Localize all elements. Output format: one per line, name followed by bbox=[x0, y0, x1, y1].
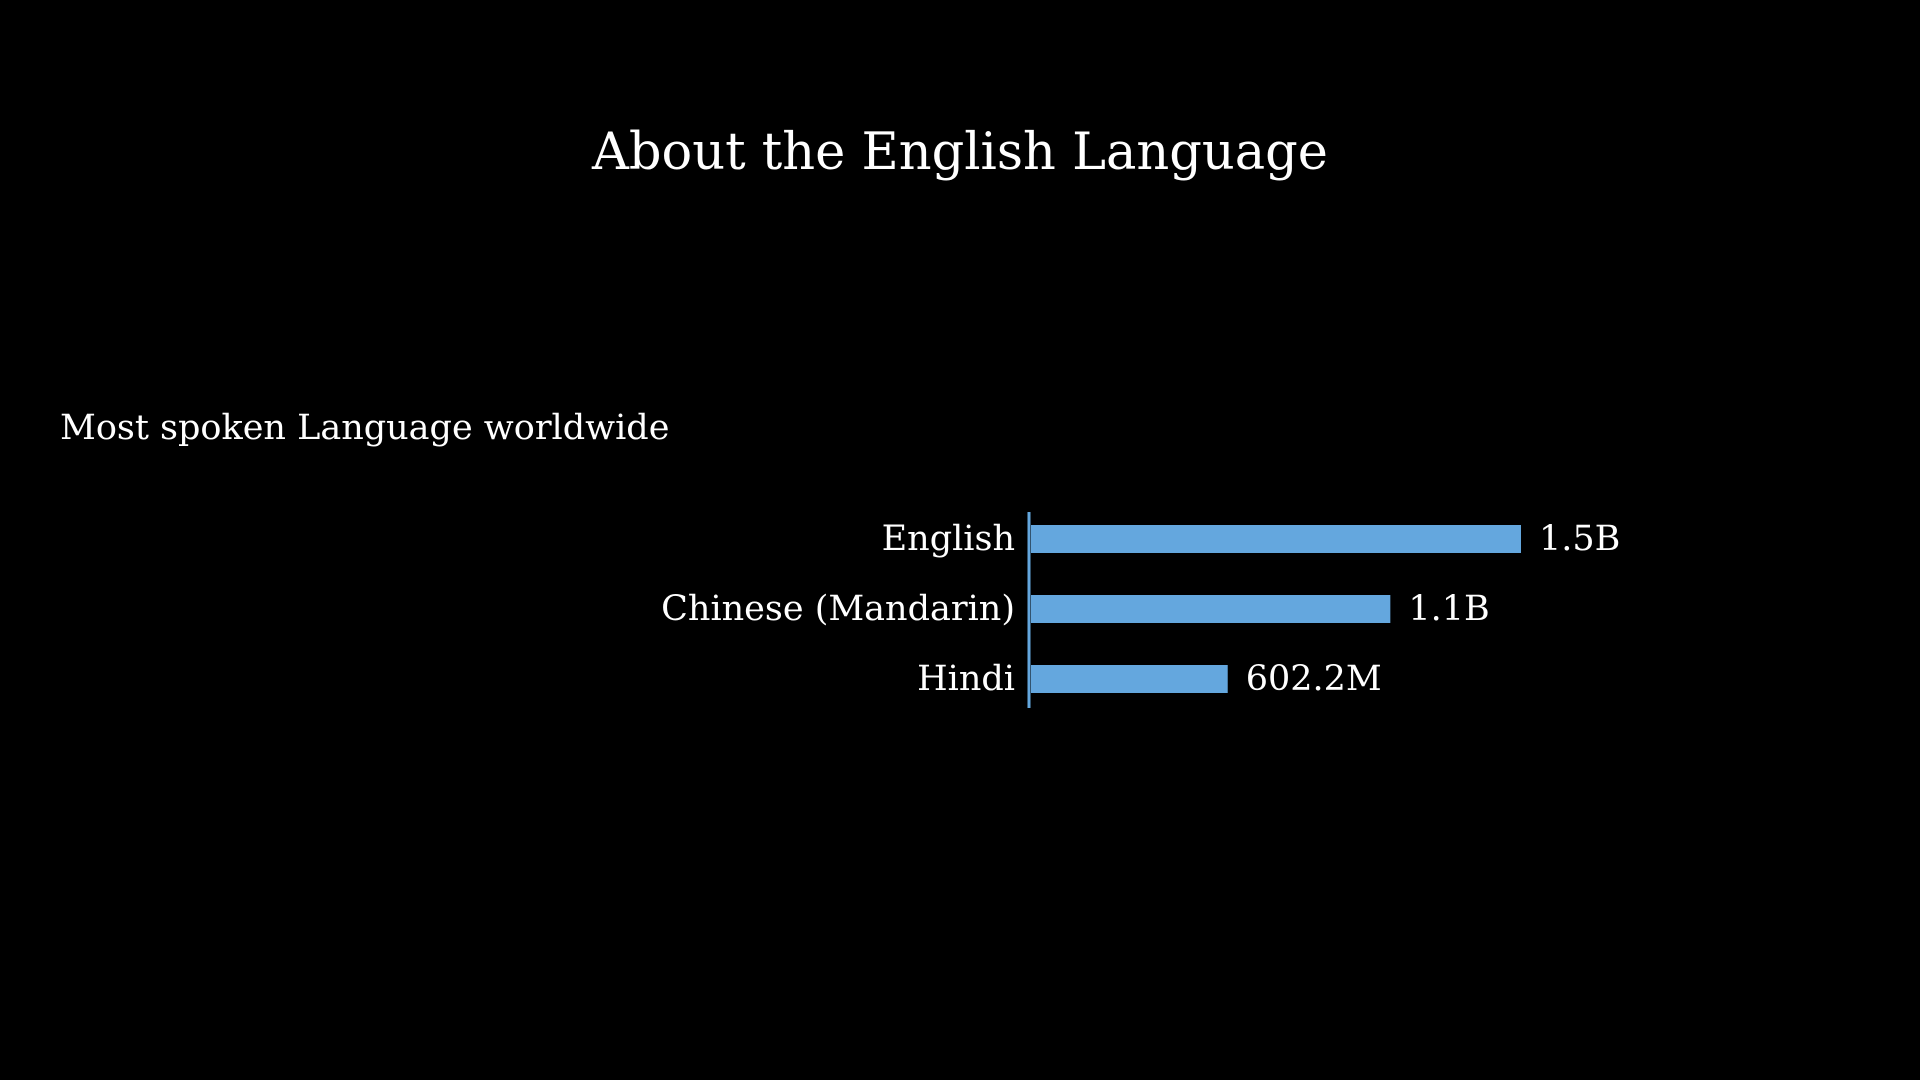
data-label: 1.5B bbox=[1539, 519, 1620, 559]
category-label: Hindi bbox=[917, 659, 1015, 699]
data-label: 1.1B bbox=[1408, 589, 1489, 629]
bar bbox=[1031, 665, 1228, 693]
category-label: English bbox=[882, 519, 1015, 559]
slide-title: About the English Language bbox=[592, 123, 1328, 182]
chart-title: Most spoken Language worldwide bbox=[60, 408, 670, 448]
category-label: Chinese (Mandarin) bbox=[661, 589, 1015, 629]
bar bbox=[1031, 525, 1521, 553]
data-label: 602.2M bbox=[1246, 659, 1382, 699]
bar bbox=[1031, 595, 1391, 623]
